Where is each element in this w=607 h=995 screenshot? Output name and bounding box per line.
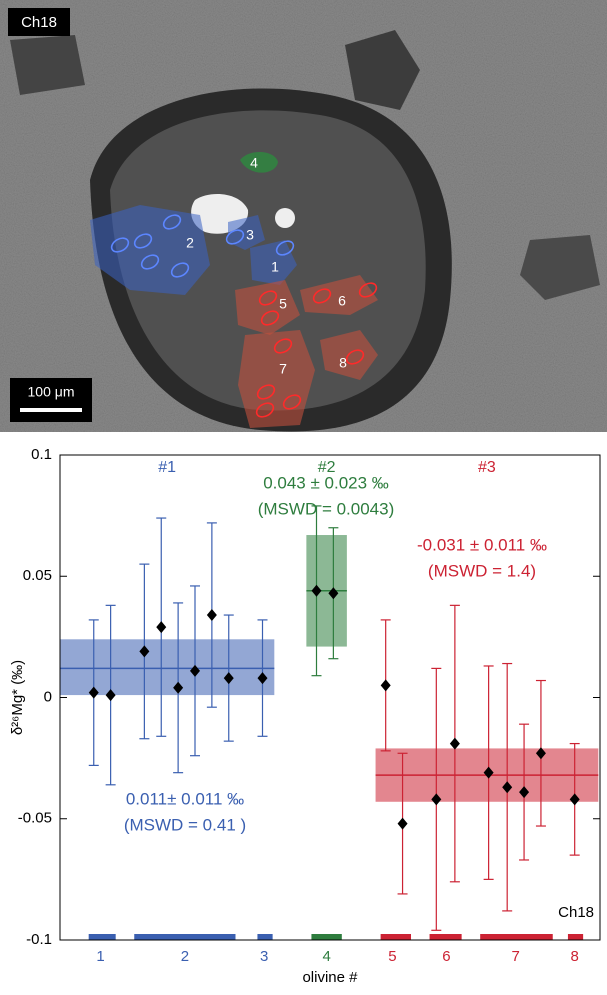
- spot: [358, 282, 378, 298]
- scale-bar: [20, 408, 82, 412]
- grain-overlay: [90, 205, 210, 295]
- point: [156, 621, 167, 634]
- mean-band: [60, 639, 275, 696]
- olivine-span: [311, 934, 342, 940]
- point: [206, 609, 217, 622]
- point: [173, 681, 184, 694]
- group-label: #3: [478, 459, 496, 476]
- grain-label: 1: [271, 259, 279, 275]
- point: [88, 686, 99, 699]
- grain-dark: [10, 35, 85, 95]
- spot: [312, 288, 332, 304]
- point: [105, 689, 116, 702]
- spot: [140, 254, 160, 270]
- spot: [110, 237, 130, 253]
- grain-overlay: [300, 275, 378, 315]
- y-tick-label: 0.1: [31, 446, 52, 463]
- label-box: [8, 8, 70, 36]
- grain-label: 8: [339, 355, 347, 371]
- x-tick-label: 2: [181, 948, 189, 965]
- olivine-span: [480, 934, 553, 940]
- annotation: 0.011± 0.011 ‰: [126, 789, 244, 808]
- grain-overlay: [240, 151, 278, 173]
- annotation: (MSWD = 0.0043): [258, 499, 395, 518]
- point: [519, 786, 530, 799]
- grain-label: 4: [250, 155, 258, 171]
- spot: [258, 290, 278, 306]
- grain-label: 7: [279, 361, 287, 377]
- spot: [273, 338, 293, 354]
- spot: [170, 262, 190, 278]
- sample-label: Ch18: [558, 904, 594, 921]
- annotation: (MSWD = 0.41 ): [124, 815, 246, 834]
- group-label: #1: [158, 459, 176, 476]
- point: [139, 645, 150, 658]
- grain-dark: [345, 30, 420, 110]
- grain-overlay: [238, 330, 315, 428]
- annotation: (MSWD = 1.4): [428, 561, 536, 580]
- grain-dark: [520, 235, 600, 300]
- x-tick-label: 4: [322, 948, 330, 965]
- y-tick-label: 0.05: [23, 567, 52, 584]
- x-tick-label: 8: [571, 948, 579, 965]
- y-tick-label: 0: [44, 688, 52, 705]
- x-tick-label: 6: [442, 948, 450, 965]
- olivine-span: [134, 934, 236, 940]
- grain-label: 3: [246, 227, 254, 243]
- grain-overlay: [235, 280, 300, 335]
- spot: [162, 214, 182, 230]
- point: [257, 672, 268, 685]
- scale-bar-label: 100 μm: [28, 384, 75, 400]
- x-axis-label: olivine #: [302, 969, 358, 986]
- olivine-span: [88, 934, 116, 940]
- spot: [256, 384, 276, 400]
- point: [449, 737, 460, 750]
- metal: [275, 208, 295, 228]
- point: [397, 817, 408, 830]
- point: [190, 664, 200, 677]
- spot: [260, 310, 280, 326]
- olivine-span: [380, 934, 411, 940]
- point: [328, 587, 339, 600]
- sem-image: Ch18 100 μm 1 2 3 4 5 6 7 8: [0, 0, 607, 432]
- spot: [225, 229, 245, 245]
- point: [535, 747, 546, 760]
- point: [223, 672, 234, 685]
- grain-label: 5: [279, 296, 287, 312]
- group-label: #2: [318, 459, 336, 476]
- x-tick-label: 1: [96, 948, 104, 965]
- grain-overlay: [228, 215, 265, 250]
- spot: [275, 240, 295, 256]
- y-tick-label: -0.05: [18, 810, 52, 827]
- x-tick-label: 3: [260, 948, 268, 965]
- point: [569, 793, 580, 806]
- point: [380, 679, 391, 692]
- x-tick-label: 5: [388, 948, 396, 965]
- x-tick-label: 7: [511, 948, 519, 965]
- y-tick-label: -0.1: [26, 931, 52, 948]
- point: [311, 584, 322, 597]
- annotation: -0.031 ± 0.011 ‰: [417, 535, 547, 554]
- olivine-span: [567, 934, 584, 940]
- y-axis-label: δ²⁶Mg* (‰): [9, 660, 26, 735]
- scale-box: [10, 378, 92, 422]
- grain-overlay: [250, 240, 297, 285]
- grain-label: 6: [338, 293, 346, 309]
- olivine-span: [257, 934, 273, 940]
- spot: [345, 349, 365, 365]
- spot: [255, 402, 275, 418]
- point: [431, 793, 442, 806]
- point: [483, 766, 494, 779]
- olivine-span: [429, 934, 462, 940]
- spot: [133, 233, 153, 249]
- annotation: 0.043 ± 0.023 ‰: [263, 473, 389, 492]
- spot: [282, 394, 302, 410]
- grain-label: 2: [186, 235, 194, 251]
- plot-frame: [59, 454, 601, 941]
- point: [502, 781, 513, 794]
- sample-label: Ch18: [21, 14, 57, 31]
